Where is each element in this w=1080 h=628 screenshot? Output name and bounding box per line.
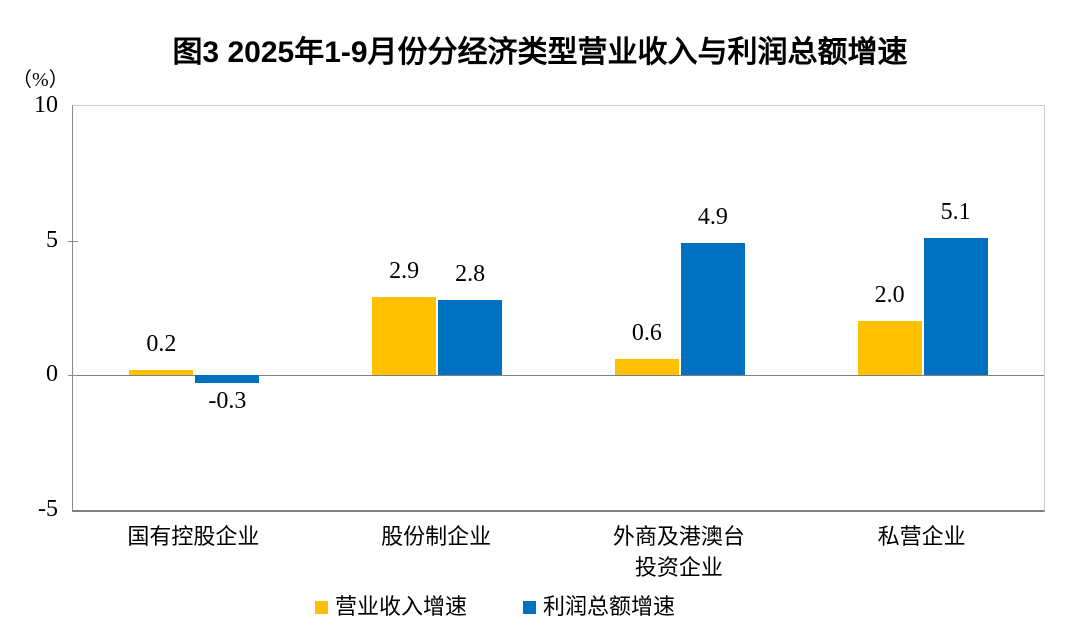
- zero-gridline: [73, 375, 1044, 377]
- bar-value-label: 2.8: [455, 260, 486, 287]
- bar-profit: [923, 237, 988, 376]
- legend-entry: 营业收入增速: [314, 594, 467, 620]
- bar-value-label: -0.3: [208, 388, 247, 415]
- legend-swatch: [523, 600, 536, 614]
- bar-value-label: 4.9: [697, 204, 728, 231]
- legend: 营业收入增速 利润总额增速: [0, 594, 1035, 620]
- legend-label: 利润总额增速: [543, 594, 676, 619]
- bar-value-label: 0.2: [146, 330, 177, 357]
- bar-value-label: 2.0: [874, 282, 905, 309]
- bar-revenue: [129, 369, 194, 376]
- category-label: 国有控股企业: [127, 524, 260, 549]
- y-axis-tick: [68, 375, 78, 377]
- y-tick-label: 0: [46, 361, 58, 388]
- y-tick-label: -5: [38, 496, 58, 522]
- bar-profit: [438, 299, 503, 376]
- y-axis-unit-label: （%）: [12, 69, 69, 91]
- category-label: 股份制企业: [381, 524, 492, 549]
- bar-value-label: 2.9: [389, 258, 420, 285]
- legend-entry: 利润总额增速: [523, 594, 675, 620]
- legend-swatch: [314, 600, 328, 614]
- legend-label: 营业收入增速: [334, 594, 467, 619]
- bar-value-label: 5.1: [940, 198, 971, 225]
- bar-revenue: [857, 321, 922, 376]
- plot-area: 0.2 2.9 0.6 2.0 -0.3 2.8 4.9 5.1: [68, 105, 1045, 512]
- bar-profit: [195, 375, 260, 384]
- bar-revenue: [372, 297, 437, 376]
- y-tick-label: 10: [34, 92, 58, 118]
- bar-revenue: [614, 359, 679, 376]
- y-tick-label: 5: [46, 226, 58, 253]
- bar-value-label: 0.6: [631, 320, 662, 347]
- category-label: 外商及港澳台 投资企业: [612, 524, 745, 580]
- category-label: 私营企业: [877, 524, 966, 549]
- y-axis-tick: [68, 240, 78, 242]
- chart-title: 图3 2025年1-9月份分经济类型营业收入与利润总额增速: [172, 36, 908, 69]
- bar-profit: [680, 243, 745, 376]
